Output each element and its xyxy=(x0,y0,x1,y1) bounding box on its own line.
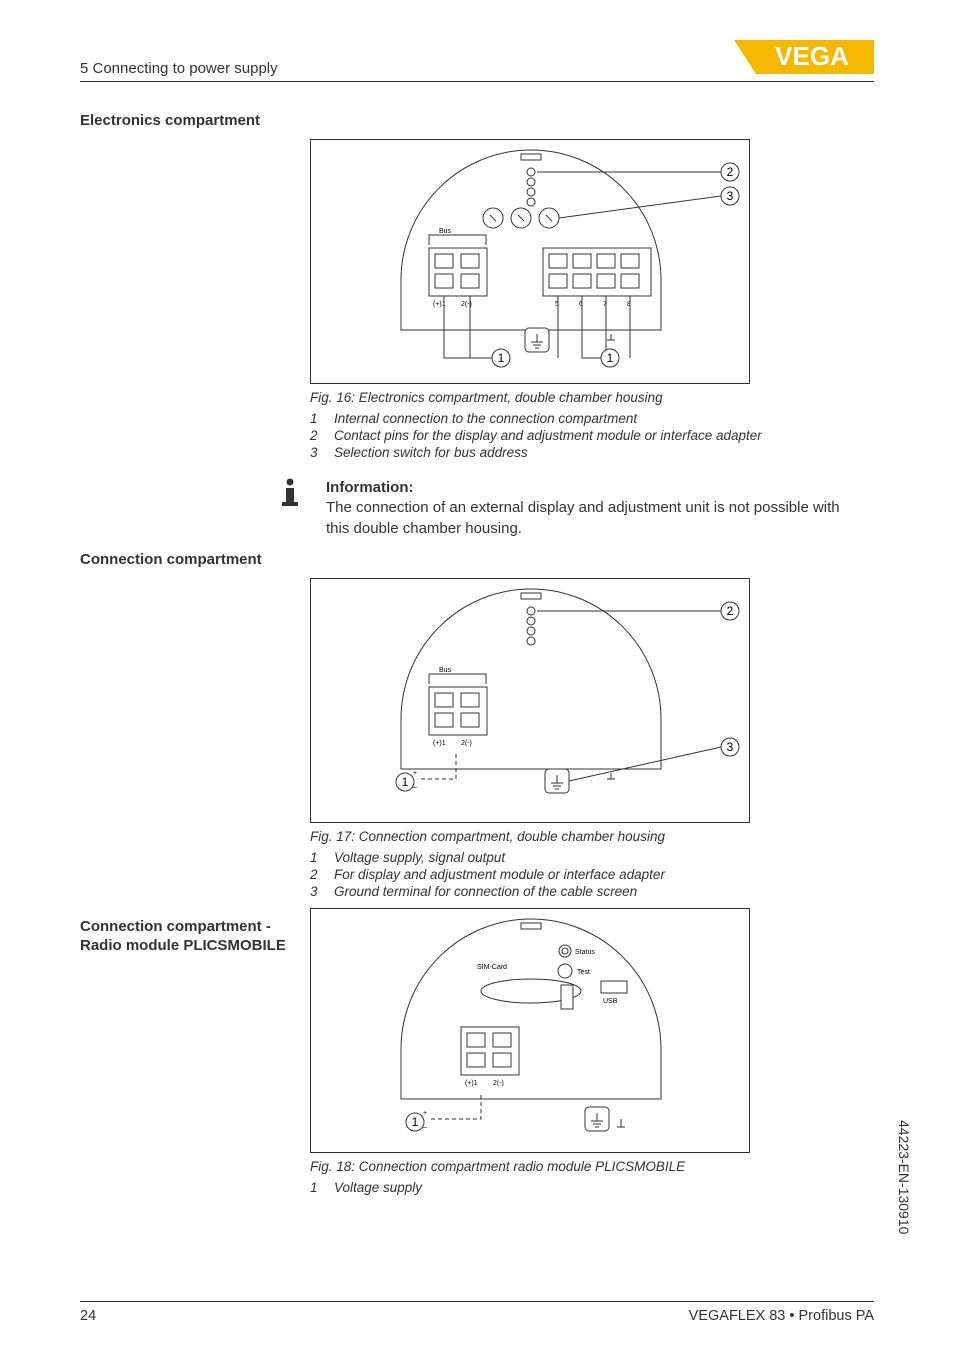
svg-text:1: 1 xyxy=(402,775,409,789)
section1-label: Electronics compartment xyxy=(80,112,300,129)
fig16-legend: 1Internal connection to the connection c… xyxy=(310,411,874,460)
info-icon xyxy=(270,478,310,539)
document-code: 44223-EN-130910 xyxy=(896,1120,912,1234)
svg-text:+: + xyxy=(423,1110,427,1117)
svg-text:1: 1 xyxy=(607,351,614,365)
page-number: 24 xyxy=(80,1308,96,1324)
info-body: The connection of an external display an… xyxy=(326,499,840,536)
fig18-legend: 1Voltage supply xyxy=(310,1180,874,1195)
product-name: VEGAFLEX 83 • Profibus PA xyxy=(689,1308,874,1324)
svg-text:Status: Status xyxy=(575,949,595,956)
svg-text:3: 3 xyxy=(727,189,734,203)
svg-text:2(-): 2(-) xyxy=(493,1080,504,1087)
svg-text:Test: Test xyxy=(577,969,590,976)
svg-text:USB: USB xyxy=(603,998,618,1005)
svg-text:Bus: Bus xyxy=(439,667,452,674)
svg-text:(+)1: (+)1 xyxy=(465,1080,478,1087)
figure-18: Status SIM-Card Test USB (+)1 2(-) xyxy=(310,908,750,1153)
figure-16: Bus (+)1 2(-) 5 6 7 8 xyxy=(310,139,750,384)
info-title: Information: xyxy=(326,479,414,496)
section3-label: Connection compartment - Radio module PL… xyxy=(80,917,300,956)
svg-text:2: 2 xyxy=(727,604,734,618)
svg-text:1: 1 xyxy=(412,1115,419,1129)
svg-text:3: 3 xyxy=(727,740,734,754)
svg-text:1: 1 xyxy=(498,351,505,365)
svg-text:SIM-Card: SIM-Card xyxy=(477,964,507,971)
brand-logo: VEGA xyxy=(734,40,874,85)
svg-text:2: 2 xyxy=(727,165,734,179)
fig17-legend: 1Voltage supply, signal output 2For disp… xyxy=(310,850,874,899)
svg-text:VEGA: VEGA xyxy=(775,41,849,71)
svg-text:(+)1: (+)1 xyxy=(433,740,446,747)
fig18-caption: Fig. 18: Connection compartment radio mo… xyxy=(310,1159,874,1174)
fig17-caption: Fig. 17: Connection compartment, double … xyxy=(310,829,874,844)
section2-label: Connection compartment xyxy=(80,551,300,568)
svg-text:2(-): 2(-) xyxy=(461,740,472,747)
fig16-caption: Fig. 16: Electronics compartment, double… xyxy=(310,390,874,405)
figure-17: Bus (+)1 2(-) +– 1 2 xyxy=(310,578,750,823)
svg-text:+: + xyxy=(413,770,417,777)
svg-text:Bus: Bus xyxy=(439,228,452,235)
